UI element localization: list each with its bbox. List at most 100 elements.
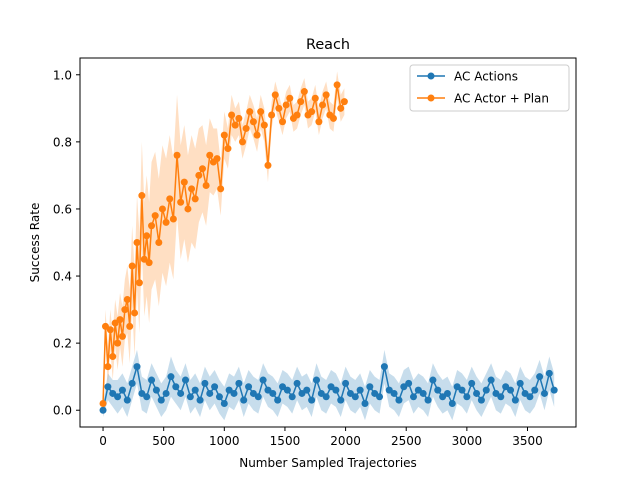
- x-tick-label: 3500: [512, 434, 543, 448]
- data-point: [118, 332, 126, 340]
- data-point: [260, 121, 268, 129]
- data-point: [269, 389, 277, 397]
- data-point: [188, 185, 196, 193]
- data-point: [128, 379, 136, 387]
- data-point: [405, 379, 413, 387]
- data-point: [246, 108, 254, 116]
- data-point: [293, 111, 301, 119]
- data-point: [118, 386, 126, 394]
- data-point: [104, 383, 112, 391]
- data-point: [121, 306, 129, 314]
- data-point: [158, 205, 166, 213]
- data-point: [319, 101, 327, 109]
- series-band-1: [103, 71, 345, 417]
- data-point: [264, 161, 272, 169]
- data-point: [448, 400, 456, 408]
- x-tick-label: 3000: [452, 434, 483, 448]
- data-point: [482, 386, 490, 394]
- data-point: [473, 389, 481, 397]
- data-point: [279, 118, 287, 126]
- data-point: [507, 386, 515, 394]
- data-point: [104, 363, 112, 371]
- data-point: [516, 379, 524, 387]
- data-point: [231, 121, 239, 129]
- x-axis-label: Number Sampled Trajectories: [239, 456, 417, 470]
- chart-title: Reach: [306, 37, 350, 53]
- data-point: [114, 393, 122, 401]
- data-point: [283, 386, 291, 394]
- data-point: [114, 339, 122, 347]
- data-point: [198, 165, 206, 173]
- data-point: [463, 393, 471, 401]
- x-axis: 0 500 1000 1500 2000 2500 3000 3500: [99, 427, 543, 448]
- data-point: [173, 151, 181, 159]
- data-point: [531, 386, 539, 394]
- data-point: [395, 396, 403, 404]
- data-point: [487, 376, 495, 384]
- data-point: [172, 383, 180, 391]
- data-point: [297, 98, 305, 106]
- data-point: [300, 88, 308, 96]
- data-point: [184, 205, 192, 213]
- data-point: [152, 386, 160, 394]
- data-point: [322, 91, 330, 99]
- data-point: [196, 396, 204, 404]
- data-point: [282, 101, 290, 109]
- data-point: [526, 393, 534, 401]
- data-point: [206, 151, 214, 159]
- data-point: [220, 400, 228, 408]
- data-point: [123, 296, 131, 304]
- data-point: [224, 145, 232, 153]
- data-point: [259, 376, 267, 384]
- data-point: [497, 393, 505, 401]
- data-point: [239, 138, 246, 146]
- legend-entry-label: AC Actor + Plan: [454, 92, 549, 106]
- data-point: [245, 383, 253, 391]
- data-point: [329, 114, 337, 122]
- data-point: [361, 400, 369, 408]
- data-point: [340, 98, 348, 106]
- data-point: [429, 376, 437, 384]
- data-point: [342, 379, 350, 387]
- data-point: [337, 396, 345, 404]
- y-tick-label: 0.6: [53, 202, 72, 216]
- data-point: [166, 195, 174, 203]
- data-point: [148, 222, 156, 230]
- data-point: [123, 396, 131, 404]
- data-point: [458, 386, 466, 394]
- y-tick-label: 0.8: [53, 135, 72, 149]
- y-tick-label: 0.4: [53, 270, 72, 284]
- data-point: [148, 376, 156, 384]
- data-point: [293, 379, 301, 387]
- data-point: [254, 393, 262, 401]
- data-point: [286, 94, 294, 102]
- legend-box: [409, 64, 570, 112]
- data-point: [116, 316, 124, 324]
- data-point: [511, 396, 519, 404]
- x-tick-label: 2500: [391, 434, 422, 448]
- x-tick-label: 1500: [270, 434, 301, 448]
- y-tick-label: 0.2: [53, 337, 72, 351]
- series-line-0: [102, 366, 555, 411]
- data-point: [191, 386, 199, 394]
- data-point: [215, 393, 223, 401]
- legend-entry-label: AC Actions: [454, 70, 518, 84]
- data-point: [268, 111, 276, 119]
- data-point: [332, 386, 340, 394]
- data-point: [550, 386, 558, 394]
- data-point: [217, 185, 225, 193]
- data-point: [109, 353, 117, 361]
- data-point: [275, 104, 283, 112]
- data-point: [182, 376, 190, 384]
- data-point: [477, 396, 485, 404]
- data-point: [271, 91, 279, 99]
- y-tick-label: 1.0: [53, 68, 72, 82]
- data-point: [143, 393, 151, 401]
- data-point: [133, 363, 141, 371]
- data-point: [228, 111, 236, 119]
- data-point: [135, 279, 143, 287]
- data-point: [201, 379, 209, 387]
- data-point: [213, 155, 221, 163]
